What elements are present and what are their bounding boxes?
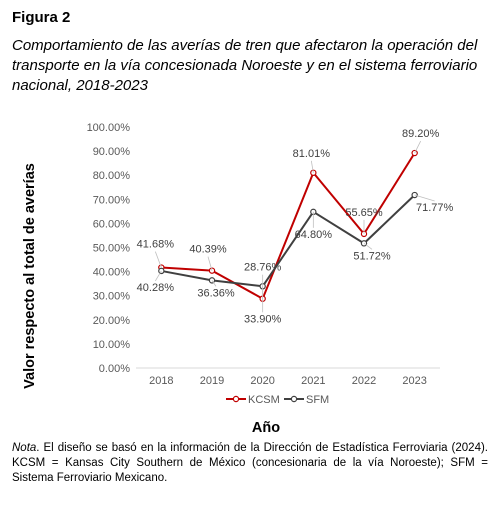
data-label-leader [207, 256, 213, 271]
data-label-sfm: 36.36% [197, 287, 235, 299]
data-label-sfm: 40.28% [137, 282, 175, 294]
note-prefix: Nota [12, 442, 37, 454]
data-label-kcsm: 81.01% [293, 148, 331, 160]
x-tick-label: 2021 [301, 375, 325, 387]
x-tick-label: 2018 [149, 375, 173, 387]
data-label-leader [211, 280, 217, 287]
y-tick-label: 30.00% [93, 291, 131, 303]
x-tick-label: 2019 [200, 375, 224, 387]
data-label-leader [414, 140, 422, 154]
x-tick-label: 2020 [250, 375, 274, 387]
y-tick-label: 70.00% [93, 194, 131, 206]
data-label-sfm: 64.80% [295, 229, 333, 241]
data-label-sfm: 71.77% [416, 202, 454, 214]
y-axis-label: Valor respecto al total de averías [22, 163, 38, 389]
series-line-sfm [161, 194, 416, 288]
y-tick-label: 0.00% [99, 363, 130, 375]
data-label-leader [363, 243, 373, 250]
data-label-kcsm: 89.20% [402, 128, 440, 140]
data-label-sfm: 33.90% [244, 313, 282, 325]
data-label-leader [414, 194, 435, 202]
y-tick-label: 50.00% [93, 243, 131, 255]
data-label-kcsm: 40.39% [189, 244, 227, 256]
y-tick-label: 40.00% [93, 267, 131, 279]
legend: KCSM SFM [226, 394, 329, 406]
legend-label-kcsm: KCSM [248, 394, 280, 406]
figure-label: Figura 2 [12, 9, 71, 26]
legend-marker-kcsm [232, 395, 240, 403]
figure-title: Comportamiento de las averías de tren qu… [12, 37, 478, 94]
x-axis-ticks: 2018 2019 2020 2021 2022 2023 [149, 375, 427, 387]
y-tick-label: 90.00% [93, 146, 131, 158]
data-label-kcsm: 41.68% [137, 239, 175, 251]
figure-note: Nota. El diseño se basó en la informació… [12, 441, 488, 486]
y-axis-ticks: 0.00% 10.00% 20.00% 30.00% 40.00% 50.00% 60.00… [87, 122, 131, 375]
x-tick-label: 2023 [402, 375, 426, 387]
y-tick-label: 60.00% [93, 218, 131, 230]
x-axis-label: Año [252, 420, 280, 436]
series-lines [158, 149, 418, 302]
x-tick-label: 2022 [352, 375, 376, 387]
y-tick-label: 10.00% [93, 339, 131, 351]
legend-marker-sfm [290, 395, 298, 403]
data-label-leader [154, 270, 162, 282]
line-chart: 0.00% 10.00% 20.00% 30.00% 40.00% 50.00% 60.00… [22, 122, 454, 436]
data-label-leader [310, 160, 314, 173]
note-text: . El diseño se basó en la información de… [12, 442, 488, 484]
y-tick-label: 20.00% [93, 315, 131, 327]
data-label-sfm: 51.72% [353, 250, 391, 262]
series-line-kcsm [161, 152, 416, 300]
data-label-kcsm: 28.76% [244, 262, 282, 274]
legend-label-sfm: SFM [306, 394, 329, 406]
y-tick-label: 80.00% [93, 170, 131, 182]
y-tick-label: 100.00% [87, 122, 131, 134]
data-label-leader [154, 251, 162, 268]
data-label-kcsm: 55.65% [345, 207, 383, 219]
data-labels: 41.68% 40.39% 28.76% 81.01% 55.65% 89.20% 40.2… [137, 128, 454, 325]
